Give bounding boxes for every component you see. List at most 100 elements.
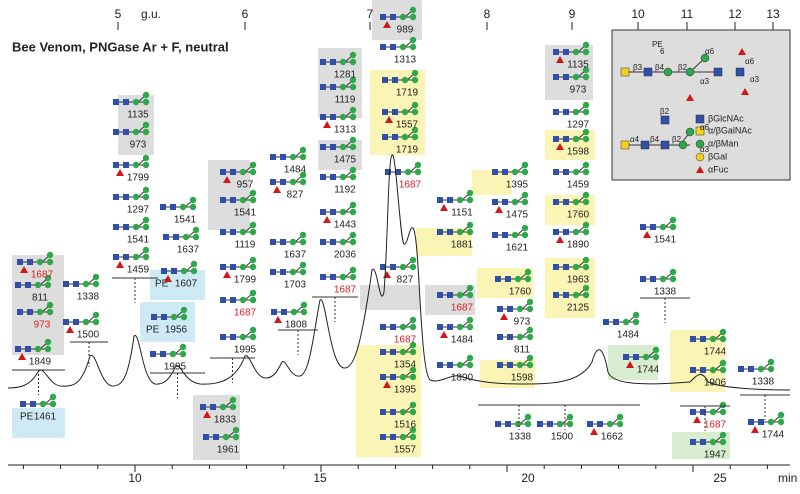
glcnac [230, 264, 236, 270]
fuc [556, 236, 564, 243]
fuc [203, 411, 211, 418]
man [132, 193, 140, 201]
man [572, 48, 580, 56]
fuc [693, 416, 701, 423]
man [349, 231, 357, 239]
glcnac [230, 334, 236, 340]
man [132, 161, 140, 169]
man [349, 173, 357, 181]
glcnac [390, 409, 396, 415]
fuc [323, 216, 331, 223]
glcnac [553, 292, 559, 298]
fuc [66, 326, 74, 333]
fuc [556, 143, 564, 150]
glcnac [492, 232, 498, 238]
man [349, 166, 357, 174]
man [46, 308, 54, 316]
man [399, 348, 407, 356]
man [170, 313, 178, 321]
fuc [18, 353, 26, 360]
man [409, 401, 417, 409]
man [44, 274, 52, 282]
glcnac [505, 421, 511, 427]
man [582, 263, 590, 271]
linkage-label: β2 [660, 107, 670, 116]
glcnac [220, 197, 226, 203]
glycan-label: 1808 [285, 320, 308, 331]
man [36, 258, 44, 266]
glycan-label: 1338 [77, 292, 100, 303]
fuc [164, 275, 172, 282]
fuc [223, 271, 231, 278]
glcnac [17, 259, 23, 265]
glcnac [123, 194, 129, 200]
glcnac [563, 292, 569, 298]
man [349, 266, 357, 274]
man [411, 133, 419, 141]
glcnac [270, 179, 276, 185]
top-axis-label: g.u. [141, 7, 161, 21]
fuc [751, 426, 759, 433]
legend: βGlcNAc α/βGalNAc α/βMan βGal αFuc PE6 β3 β4 β2 α… [620, 40, 760, 174]
glcnac [113, 194, 119, 200]
man [142, 193, 150, 201]
glcnac [150, 351, 156, 357]
glcnac [380, 349, 386, 355]
man [456, 291, 464, 299]
glcnac [553, 49, 559, 55]
legend-swatch [696, 166, 704, 173]
glcnac [563, 49, 569, 55]
man [409, 426, 417, 434]
linkage-label: β2 [678, 63, 688, 72]
glycan-label: 1662 [601, 432, 624, 443]
man [300, 308, 308, 316]
glycan-label: 1995 [164, 362, 187, 373]
man [719, 359, 727, 367]
fuc [383, 271, 391, 278]
glycan-label: 1500 [551, 432, 574, 443]
glcnac [502, 199, 508, 205]
man [179, 350, 187, 358]
glcnac [380, 44, 386, 50]
man [622, 318, 630, 326]
man [669, 275, 677, 283]
glcnac [281, 309, 287, 315]
man [299, 231, 307, 239]
glycan-label: 1395 [506, 180, 529, 191]
glycan-label: 1461 [34, 412, 57, 423]
man [616, 420, 624, 428]
man [409, 366, 417, 374]
glycan-label: 1637 [284, 250, 307, 261]
glcnac [220, 334, 226, 340]
man [349, 273, 357, 281]
icon [678, 140, 688, 150]
icon [660, 140, 670, 150]
man [606, 420, 614, 428]
glcnac [447, 197, 453, 203]
glcnac [25, 282, 31, 288]
glcnac [597, 421, 603, 427]
glcnac [650, 224, 656, 230]
fuc [626, 361, 634, 368]
glycan-label: 1395 [394, 385, 417, 396]
fuc [223, 176, 231, 183]
top-tick-label: 8 [484, 7, 491, 21]
man [349, 76, 357, 84]
glcnac [380, 14, 386, 20]
glcnac [210, 404, 216, 410]
man [142, 186, 150, 194]
highlight [150, 270, 205, 300]
glycan-label: 973 [570, 85, 587, 96]
man [142, 121, 150, 129]
man [249, 263, 257, 271]
glcnac [690, 367, 696, 373]
man [466, 291, 474, 299]
man [142, 216, 150, 224]
glcnac [30, 401, 36, 407]
glcnac [390, 324, 396, 330]
glcnac [447, 362, 453, 368]
icon [660, 115, 670, 125]
glcnac [748, 366, 754, 372]
man [719, 431, 727, 439]
